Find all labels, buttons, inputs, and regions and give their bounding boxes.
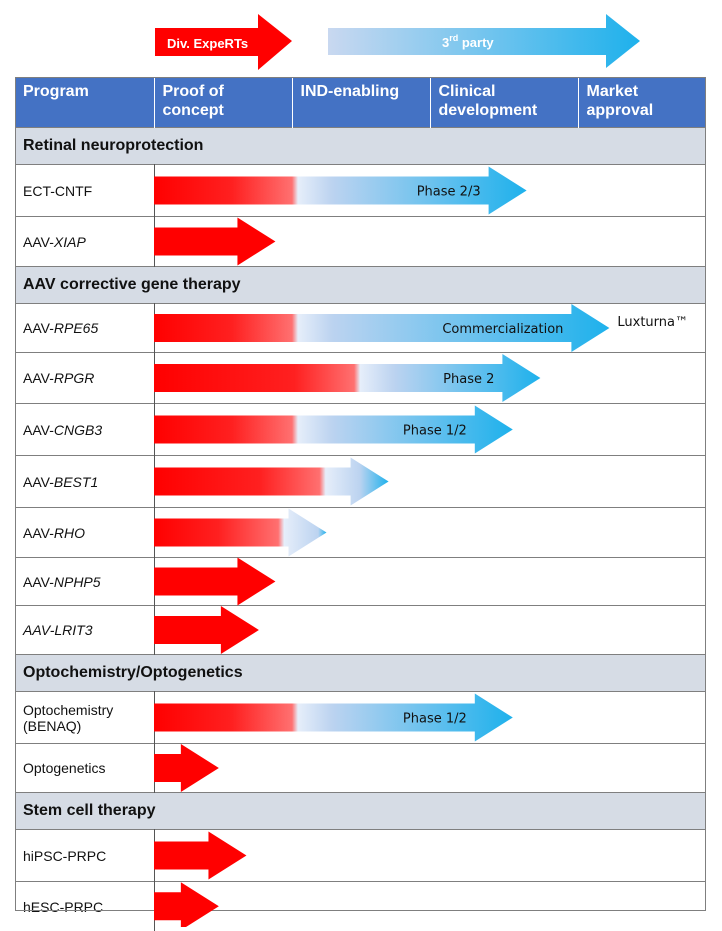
program-row: hESC-PRPC bbox=[15, 882, 706, 931]
third-party-number: 3 bbox=[442, 35, 449, 50]
program-name: Optochemistry(BENAQ) bbox=[15, 692, 154, 744]
program-name: AAV-LRIT3 bbox=[15, 606, 154, 655]
div-experts-arrow: Div. ExpeRTs bbox=[155, 14, 292, 70]
section-row: Retinal neuroprotection bbox=[15, 128, 706, 165]
program-name-gene: AAV-LRIT3 bbox=[23, 622, 93, 638]
program-name-prefix: ECT-CNTF bbox=[23, 183, 92, 199]
program-row: ECT-CNTF bbox=[15, 165, 706, 217]
program-name: AAV-XIAP bbox=[15, 217, 154, 267]
program-name-prefix: hiPSC-PRPC bbox=[23, 848, 106, 864]
program-bar-cell bbox=[154, 558, 706, 606]
legend: Div. ExpeRTs 3rd party bbox=[0, 0, 722, 76]
program-name-prefix: Optogenetics bbox=[23, 760, 106, 776]
program-bar-cell bbox=[154, 606, 706, 655]
program-name: hiPSC-PRPC bbox=[15, 830, 154, 882]
program-bar-cell bbox=[154, 217, 706, 267]
program-bar-cell bbox=[154, 830, 706, 882]
program-row: AAV-CNGB3 bbox=[15, 404, 706, 456]
program-name-gene: RPE65 bbox=[54, 320, 98, 336]
program-row: AAV-RPE65 bbox=[15, 304, 706, 353]
program-name: AAV-RPE65 bbox=[15, 304, 154, 353]
program-name: AAV-CNGB3 bbox=[15, 404, 154, 456]
program-name-gene: RHO bbox=[54, 525, 85, 541]
col-ind-enabling: IND-enabling bbox=[292, 77, 430, 128]
third-party-arrow: 3rd party bbox=[328, 14, 640, 68]
program-name-prefix: AAV- bbox=[23, 422, 54, 438]
col-program: Program bbox=[15, 77, 154, 128]
program-name-prefix: Optochemistry bbox=[23, 702, 113, 718]
section-row: Optochemistry/Optogenetics bbox=[15, 655, 706, 692]
program-name-gene: BEST1 bbox=[54, 474, 98, 490]
program-name: ECT-CNTF bbox=[15, 165, 154, 217]
program-row: AAV-NPHP5 bbox=[15, 558, 706, 606]
program-row: hiPSC-PRPC bbox=[15, 830, 706, 882]
program-name-prefix: hESC-PRPC bbox=[23, 899, 103, 915]
program-name: AAV-NPHP5 bbox=[15, 558, 154, 606]
program-name-prefix: AAV- bbox=[23, 525, 54, 541]
program-row: AAV-BEST1 bbox=[15, 456, 706, 508]
program-bar-cell bbox=[154, 692, 706, 744]
program-name-prefix: AAV- bbox=[23, 574, 54, 590]
program-row: AAV-RPGR bbox=[15, 353, 706, 404]
program-bar-cell bbox=[154, 165, 706, 217]
section-row: Stem cell therapy bbox=[15, 793, 706, 830]
program-name-gene: NPHP5 bbox=[54, 574, 101, 590]
program-name: Optogenetics bbox=[15, 744, 154, 793]
program-bar-cell bbox=[154, 508, 706, 558]
program-row: Optochemistry(BENAQ) bbox=[15, 692, 706, 744]
section-label: AAV corrective gene therapy bbox=[15, 267, 706, 304]
program-row: AAV-XIAP bbox=[15, 217, 706, 267]
program-bar-cell bbox=[154, 744, 706, 793]
program-name: AAV-RPGR bbox=[15, 353, 154, 404]
program-bar-cell bbox=[154, 882, 706, 931]
section-label: Optochemistry/Optogenetics bbox=[15, 655, 706, 692]
program-name-prefix: AAV- bbox=[23, 370, 54, 386]
program-name-prefix: AAV- bbox=[23, 320, 54, 336]
program-name-suffix: (BENAQ) bbox=[23, 718, 81, 734]
third-party-rest: party bbox=[458, 35, 494, 50]
program-name-prefix: AAV- bbox=[23, 474, 54, 490]
section-label: Retinal neuroprotection bbox=[15, 128, 706, 165]
section-row: AAV corrective gene therapy bbox=[15, 267, 706, 304]
program-bar-cell bbox=[154, 353, 706, 404]
program-name-gene: XIAP bbox=[54, 234, 86, 250]
program-bar-cell bbox=[154, 404, 706, 456]
program-bar-cell bbox=[154, 456, 706, 508]
program-name: AAV-BEST1 bbox=[15, 456, 154, 508]
third-party-sup: rd bbox=[449, 33, 458, 43]
program-row: AAV-RHO bbox=[15, 508, 706, 558]
section-label: Stem cell therapy bbox=[15, 793, 706, 830]
program-name: hESC-PRPC bbox=[15, 882, 154, 931]
program-name-prefix: AAV- bbox=[23, 234, 54, 250]
program-name-gene: RPGR bbox=[54, 370, 94, 386]
div-experts-label: Div. ExpeRTs bbox=[167, 36, 248, 51]
program-row: AAV-LRIT3 bbox=[15, 606, 706, 655]
program-name-gene: CNGB3 bbox=[54, 422, 102, 438]
program-bar-cell bbox=[154, 304, 706, 353]
program-name: AAV-RHO bbox=[15, 508, 154, 558]
program-row: Optogenetics bbox=[15, 744, 706, 793]
